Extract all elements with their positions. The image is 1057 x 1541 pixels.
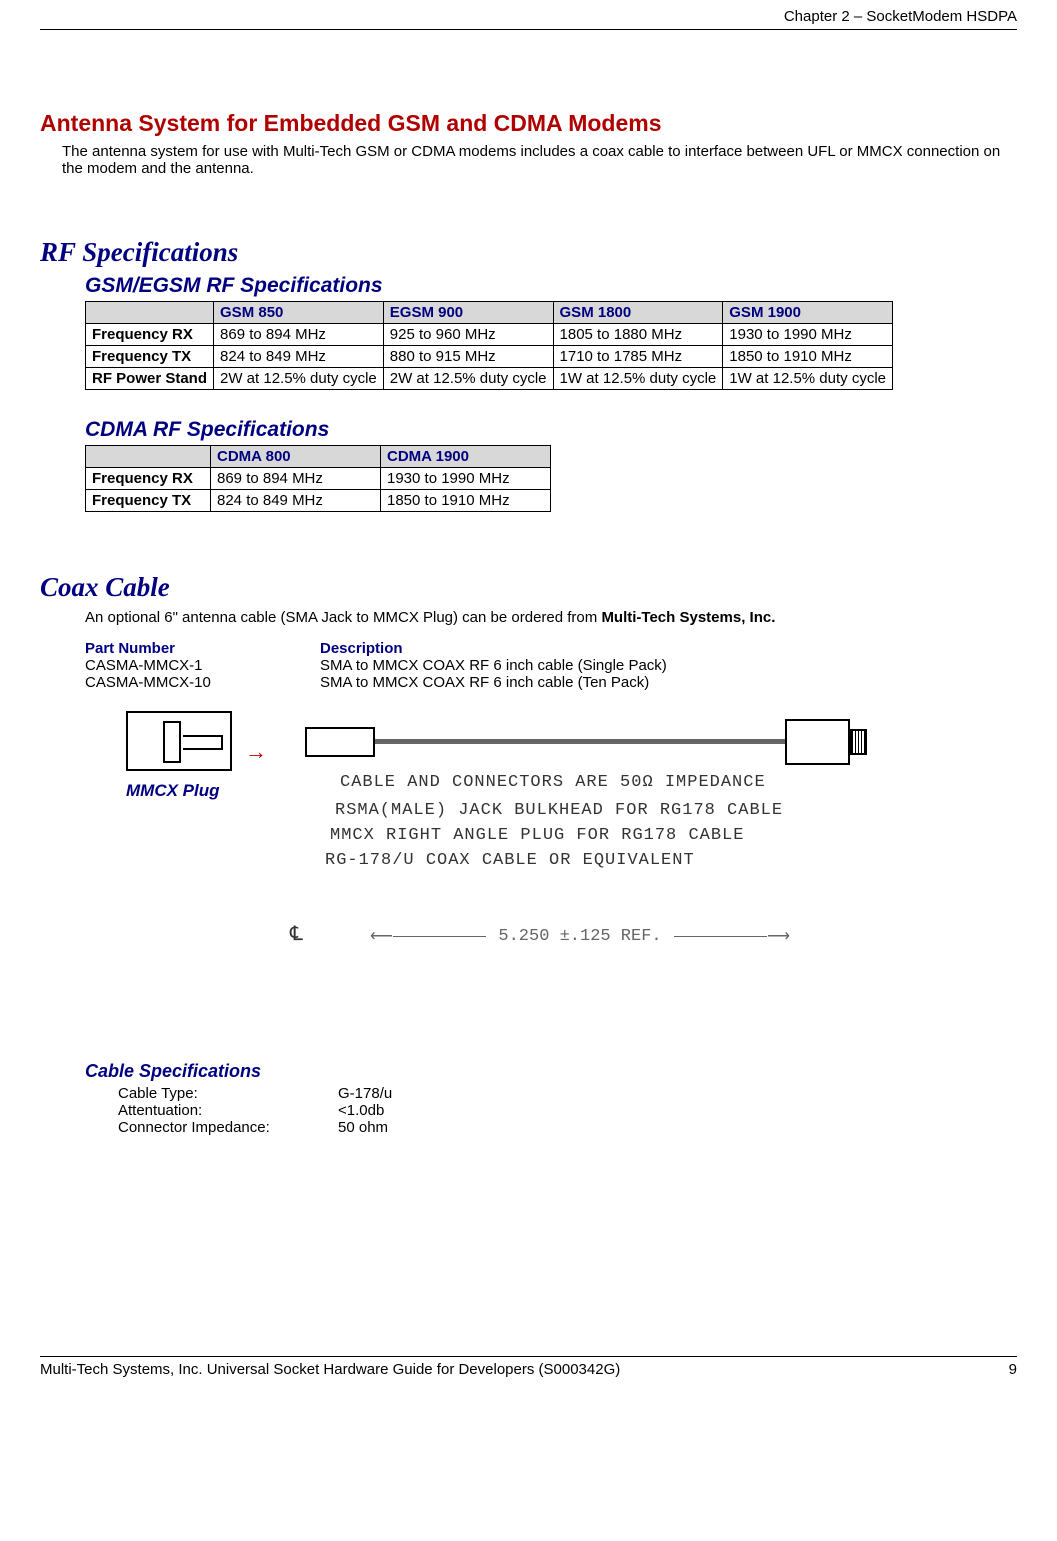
coax-title: Coax Cable [40,572,1017,603]
cable-spec-block: Cable Type: G-178/u Attentuation: <1.0db… [118,1085,1017,1136]
part-number: CASMA-MMCX-10 [85,674,320,691]
table-cell: 869 to 894 MHz [211,468,381,490]
table-header-cell: CDMA 800 [211,446,381,468]
table-row: RF Power Stand 2W at 12.5% duty cycle 2W… [86,368,893,390]
arrow-icon: → [245,739,267,765]
table-cell: 1930 to 1990 MHz [381,468,551,490]
cdma-spec-table: CDMA 800 CDMA 1900 Frequency RX 869 to 8… [85,445,551,512]
chapter-header-text: Chapter 2 – SocketModem HSDPA [784,8,1017,25]
table-cell: 1850 to 1910 MHz [381,490,551,512]
table-cell: Frequency TX [86,346,214,368]
dimension-text: 5.250 ±.125 REF. [486,927,673,946]
table-cell: 1710 to 1785 MHz [553,346,723,368]
table-header-cell: GSM 850 [214,302,384,324]
list-item: Connector Impedance: 50 ohm [118,1119,1017,1136]
table-cell: 1930 to 1990 MHz [723,324,893,346]
cdma-spec-title: CDMA RF Specifications [85,418,1017,442]
table-cell: 824 to 849 MHz [211,490,381,512]
diagram-note: RG-178/U COAX CABLE OR EQUIVALENT [325,851,695,870]
list-item: CASMA-MMCX-1 SMA to MMCX COAX RF 6 inch … [85,657,1017,674]
table-cell: 1850 to 1910 MHz [723,346,893,368]
part-description: SMA to MMCX COAX RF 6 inch cable (Ten Pa… [320,674,649,691]
centerline-symbol: ℄ [290,921,304,947]
cable-spec-label: Attentuation: [118,1102,338,1119]
section-intro-antenna: The antenna system for use with Multi-Te… [62,143,1017,177]
table-cell: 869 to 894 MHz [214,324,384,346]
chapter-header: Chapter 2 – SocketModem HSDPA [40,8,1017,30]
gsm-spec-table: GSM 850 EGSM 900 GSM 1800 GSM 1900 Frequ… [85,301,893,390]
diagram-note: MMCX RIGHT ANGLE PLUG FOR RG178 CABLE [330,826,744,845]
table-cell: 880 to 915 MHz [383,346,553,368]
coax-intro: An optional 6" antenna cable (SMA Jack t… [85,609,1017,626]
table-row: GSM 850 EGSM 900 GSM 1800 GSM 1900 [86,302,893,324]
table-row: Frequency TX 824 to 849 MHz 1850 to 1910… [86,490,551,512]
table-cell: 2W at 12.5% duty cycle [383,368,553,390]
gsm-spec-title: GSM/EGSM RF Specifications [85,274,1017,298]
section-title-antenna: Antenna System for Embedded GSM and CDMA… [40,110,1017,137]
table-row: Frequency RX 869 to 894 MHz 1930 to 1990… [86,468,551,490]
table-cell: Frequency TX [86,490,211,512]
table-header-cell: GSM 1900 [723,302,893,324]
page-number: 9 [1009,1361,1017,1378]
cable-spec-title: Cable Specifications [85,1061,1017,1082]
table-header-cell: EGSM 900 [383,302,553,324]
mmcx-plug-icon [126,711,232,771]
table-cell: Frequency RX [86,468,211,490]
table-cell: 2W at 12.5% duty cycle [214,368,384,390]
table-row: Frequency RX 869 to 894 MHz 925 to 960 M… [86,324,893,346]
part-number-block: Part Number Description CASMA-MMCX-1 SMA… [85,640,1017,691]
table-cell: RF Power Stand [86,368,214,390]
description-header: Description [320,640,403,657]
table-header-cell: GSM 1800 [553,302,723,324]
cable-spec-value: <1.0db [338,1102,384,1119]
rf-spec-title: RF Specifications [40,237,1017,268]
table-header-cell: CDMA 1900 [381,446,551,468]
table-cell: 824 to 849 MHz [214,346,384,368]
list-item: Cable Type: G-178/u [118,1085,1017,1102]
part-number: CASMA-MMCX-1 [85,657,320,674]
table-cell: 1805 to 1880 MHz [553,324,723,346]
table-cell: Frequency RX [86,324,214,346]
part-number-header: Part Number [85,640,320,657]
diagram-note: CABLE AND CONNECTORS ARE 50Ω IMPEDANCE [340,773,766,792]
table-row: CDMA 800 CDMA 1900 [86,446,551,468]
mmcx-label: MMCX Plug [126,781,220,801]
table-cell: 925 to 960 MHz [383,324,553,346]
page-footer: Multi-Tech Systems, Inc. Universal Socke… [40,1356,1017,1378]
list-item: CASMA-MMCX-10 SMA to MMCX COAX RF 6 inch… [85,674,1017,691]
cable-drawing [305,719,850,765]
table-header-cell [86,302,214,324]
dimension-line: ⟵5.250 ±.125 REF.⟶ [370,926,790,946]
table-cell: 1W at 12.5% duty cycle [723,368,893,390]
list-item: Attentuation: <1.0db [118,1102,1017,1119]
table-cell: 1W at 12.5% duty cycle [553,368,723,390]
cable-spec-label: Connector Impedance: [118,1119,338,1136]
cable-spec-value: G-178/u [338,1085,392,1102]
part-description: SMA to MMCX COAX RF 6 inch cable (Single… [320,657,667,674]
table-row: Frequency TX 824 to 849 MHz 880 to 915 M… [86,346,893,368]
cable-spec-value: 50 ohm [338,1119,388,1136]
cable-spec-label: Cable Type: [118,1085,338,1102]
diagram-note: RSMA(MALE) JACK BULKHEAD FOR RG178 CABLE [335,801,783,820]
cable-diagram: MMCX Plug → CABLE AND CONNECTORS ARE 50Ω… [100,711,1017,1021]
coax-intro-a: An optional 6" antenna cable (SMA Jack t… [85,609,601,626]
table-header-cell [86,446,211,468]
footer-text: Multi-Tech Systems, Inc. Universal Socke… [40,1361,620,1378]
coax-intro-b: Multi-Tech Systems, Inc. [601,609,775,626]
